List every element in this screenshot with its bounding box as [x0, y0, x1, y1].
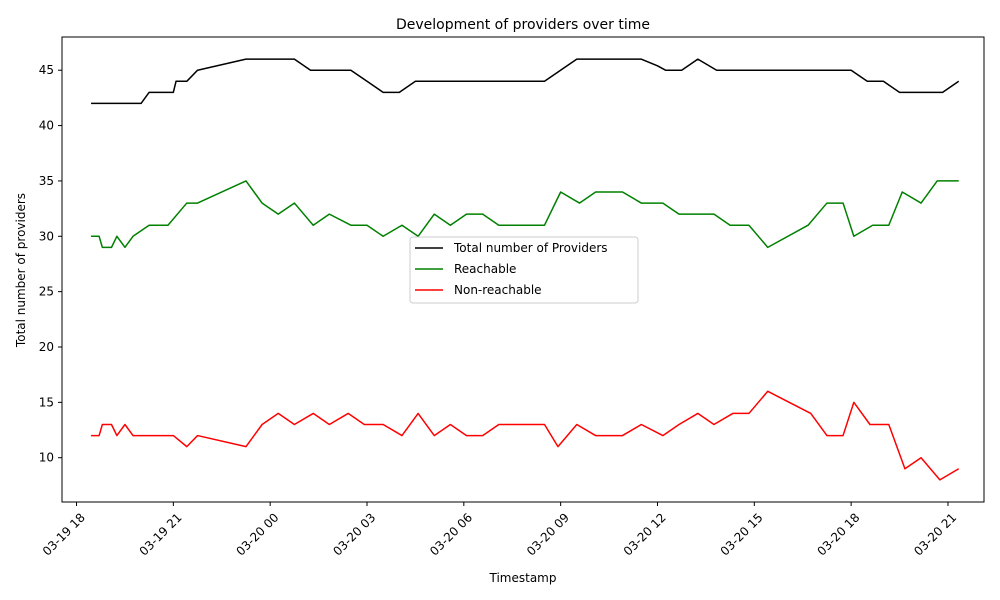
- series-line-1: [91, 58, 960, 105]
- y-axis: 10 15 20 25 30 35 40 45: [39, 63, 62, 465]
- legend-label: Non-reachable: [454, 283, 542, 297]
- legend-label: Total number of Providers: [453, 241, 608, 255]
- y-tick-label: 35: [39, 174, 54, 188]
- y-tick-label: 25: [39, 285, 54, 299]
- chart-title: Development of providers over time: [396, 17, 650, 33]
- legend-label: Reachable: [454, 262, 516, 276]
- axes-frame: [61, 36, 985, 503]
- series-line-2: [91, 180, 959, 249]
- y-tick-label: 40: [39, 119, 54, 133]
- x-axis-label: Timestamp: [489, 571, 557, 585]
- legend: Total number of Providers Reachable Non-re…: [409, 236, 639, 304]
- y-tick-label: 30: [39, 229, 54, 243]
- series-line-3: [91, 390, 960, 481]
- y-tick-label: 15: [39, 395, 54, 409]
- y-tick-label: 45: [39, 63, 54, 77]
- series-layer: [91, 58, 960, 481]
- legend-items: Total number of Providers Reachable Non-re…: [415, 241, 608, 297]
- y-axis-label: Total number of providers: [14, 193, 28, 348]
- y-tick-label: 20: [39, 340, 54, 354]
- y-tick-label: 10: [39, 451, 54, 465]
- legend-box: [409, 236, 639, 304]
